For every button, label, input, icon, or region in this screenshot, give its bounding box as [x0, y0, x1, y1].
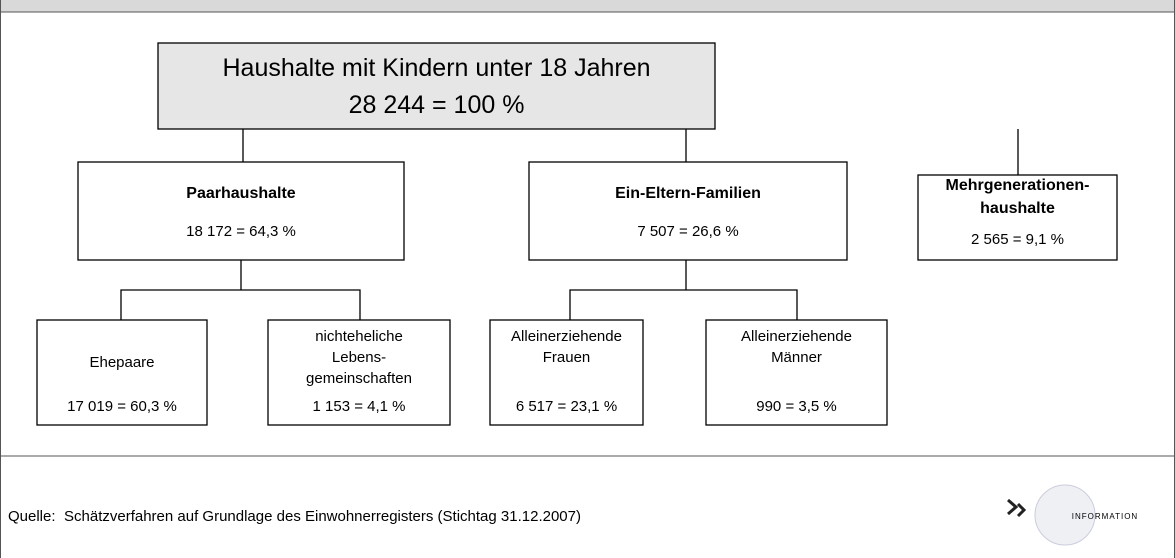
node-label: Ehepaare	[89, 354, 154, 371]
top-band	[0, 0, 1175, 12]
source-label: Quelle:	[8, 508, 56, 525]
source-text: Schätzverfahren auf Grundlage des Einwoh…	[64, 508, 581, 525]
node-label: nichteheliche	[315, 328, 403, 345]
node-box	[705, 319, 888, 426]
node-value: 28 244 = 100 %	[349, 91, 525, 119]
node-value: 1 153 = 4,1 %	[313, 398, 406, 415]
node-label: Ein-Eltern-Familien	[615, 185, 761, 202]
node-label: Alleinerziehende	[511, 328, 622, 345]
node-value: 7 507 = 26,6 %	[637, 223, 738, 240]
node-box	[489, 319, 644, 426]
node-value: 2 565 = 9,1 %	[971, 231, 1064, 248]
node-label: haushalte	[980, 200, 1055, 217]
node-value: 18 172 = 64,3 %	[186, 223, 296, 240]
node-label: gemeinschaften	[306, 370, 412, 387]
node-box	[157, 42, 716, 130]
node-box	[77, 161, 405, 261]
node-box	[528, 161, 848, 261]
logo-text: INFORMATION	[1072, 512, 1138, 521]
node-value: 6 517 = 23,1 %	[516, 398, 617, 415]
connectors	[120, 129, 1019, 320]
node-label: Paarhaushalte	[186, 185, 295, 202]
node-value: 17 019 = 60,3 %	[67, 398, 177, 415]
node-box	[917, 174, 1118, 261]
node-label: Alleinerziehende	[741, 328, 852, 345]
node-box	[36, 319, 208, 426]
node-label: Lebens-	[332, 349, 386, 366]
logo: INFORMATION	[1007, 484, 1138, 546]
node-label: Mehrgenerationen-	[945, 177, 1089, 194]
node-label: Haushalte mit Kindern unter 18 Jahren	[222, 54, 650, 82]
node-value: 990 = 3,5 %	[756, 398, 836, 415]
node-label: Frauen	[543, 349, 591, 366]
node-box	[267, 319, 451, 426]
node-label: Männer	[771, 349, 822, 366]
